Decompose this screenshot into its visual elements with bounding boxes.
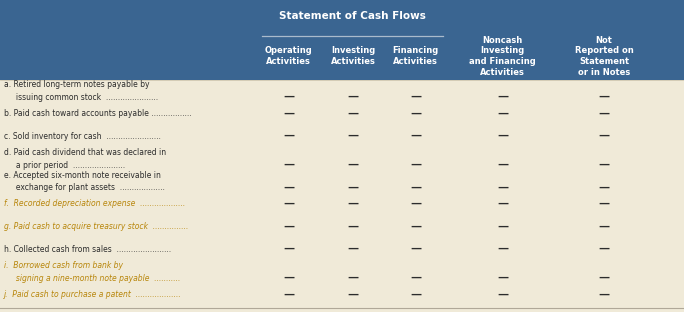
Text: —: —: [497, 160, 508, 170]
Text: —: —: [283, 109, 294, 119]
Bar: [0, 0, 684, 80]
Text: —: —: [497, 92, 508, 102]
Text: —: —: [410, 244, 421, 254]
Text: Investing
Activities: Investing Activities: [330, 46, 376, 66]
Text: —: —: [283, 290, 294, 300]
Text: —: —: [283, 160, 294, 170]
Text: —: —: [598, 199, 609, 209]
Text: —: —: [497, 199, 508, 209]
Text: —: —: [598, 160, 609, 170]
Text: —: —: [497, 183, 508, 193]
Text: —: —: [347, 109, 358, 119]
Text: —: —: [347, 131, 358, 141]
Text: e. Accepted six-month note receivable in: e. Accepted six-month note receivable in: [4, 171, 161, 179]
Text: —: —: [598, 92, 609, 102]
Text: issuing common stock  ......................: issuing common stock ...................…: [4, 93, 158, 102]
Text: —: —: [283, 131, 294, 141]
Text: —: —: [347, 92, 358, 102]
Text: —: —: [283, 244, 294, 254]
Text: —: —: [347, 199, 358, 209]
Text: j.  Paid cash to purchase a patent  ...................: j. Paid cash to purchase a patent ......…: [4, 290, 182, 299]
Text: Not
Reported on
Statement
or in Notes: Not Reported on Statement or in Notes: [575, 36, 633, 77]
Text: b. Paid cash toward accounts payable .................: b. Paid cash toward accounts payable ...…: [4, 109, 192, 118]
Text: signing a nine-month note payable  ...........: signing a nine-month note payable ......…: [4, 274, 181, 283]
Text: —: —: [347, 244, 358, 254]
Text: c. Sold inventory for cash  .......................: c. Sold inventory for cash .............…: [4, 132, 161, 141]
Text: h. Collected cash from sales  .......................: h. Collected cash from sales ...........…: [4, 245, 171, 254]
Text: —: —: [410, 199, 421, 209]
Text: —: —: [598, 290, 609, 300]
Text: —: —: [283, 273, 294, 283]
Text: g. Paid cash to acquire treasury stock  ...............: g. Paid cash to acquire treasury stock .…: [4, 222, 189, 231]
Text: Statement of Cash Flows: Statement of Cash Flows: [279, 11, 425, 21]
Text: —: —: [598, 244, 609, 254]
Text: —: —: [410, 109, 421, 119]
Text: —: —: [598, 131, 609, 141]
Text: —: —: [497, 109, 508, 119]
Text: f.  Recorded depreciation expense  ...................: f. Recorded depreciation expense .......…: [4, 199, 185, 208]
Text: —: —: [410, 273, 421, 283]
Text: —: —: [598, 109, 609, 119]
Text: —: —: [347, 222, 358, 232]
Text: —: —: [410, 290, 421, 300]
Text: —: —: [347, 290, 358, 300]
Text: —: —: [283, 92, 294, 102]
Text: a prior period  ......................: a prior period ......................: [4, 161, 125, 169]
Text: —: —: [410, 160, 421, 170]
Text: Financing
Activities: Financing Activities: [393, 46, 439, 66]
Text: —: —: [410, 222, 421, 232]
Text: i.  Borrowed cash from bank by: i. Borrowed cash from bank by: [4, 261, 123, 270]
Text: —: —: [598, 183, 609, 193]
Text: —: —: [410, 183, 421, 193]
Text: Noncash
Investing
and Financing
Activities: Noncash Investing and Financing Activiti…: [469, 36, 536, 77]
Text: —: —: [410, 92, 421, 102]
Text: —: —: [497, 273, 508, 283]
Text: —: —: [410, 131, 421, 141]
Text: —: —: [347, 273, 358, 283]
Text: Operating
Activities: Operating Activities: [265, 46, 313, 66]
Text: —: —: [497, 131, 508, 141]
Text: —: —: [283, 183, 294, 193]
Text: —: —: [347, 183, 358, 193]
Text: —: —: [283, 222, 294, 232]
Text: a. Retired long-term notes payable by: a. Retired long-term notes payable by: [4, 80, 150, 89]
Text: —: —: [598, 222, 609, 232]
Text: —: —: [497, 290, 508, 300]
Text: d. Paid cash dividend that was declared in: d. Paid cash dividend that was declared …: [4, 148, 166, 157]
Text: exchange for plant assets  ...................: exchange for plant assets ..............…: [4, 183, 165, 192]
Text: —: —: [283, 199, 294, 209]
Text: —: —: [497, 222, 508, 232]
Text: —: —: [347, 160, 358, 170]
Text: —: —: [598, 273, 609, 283]
Text: —: —: [497, 244, 508, 254]
